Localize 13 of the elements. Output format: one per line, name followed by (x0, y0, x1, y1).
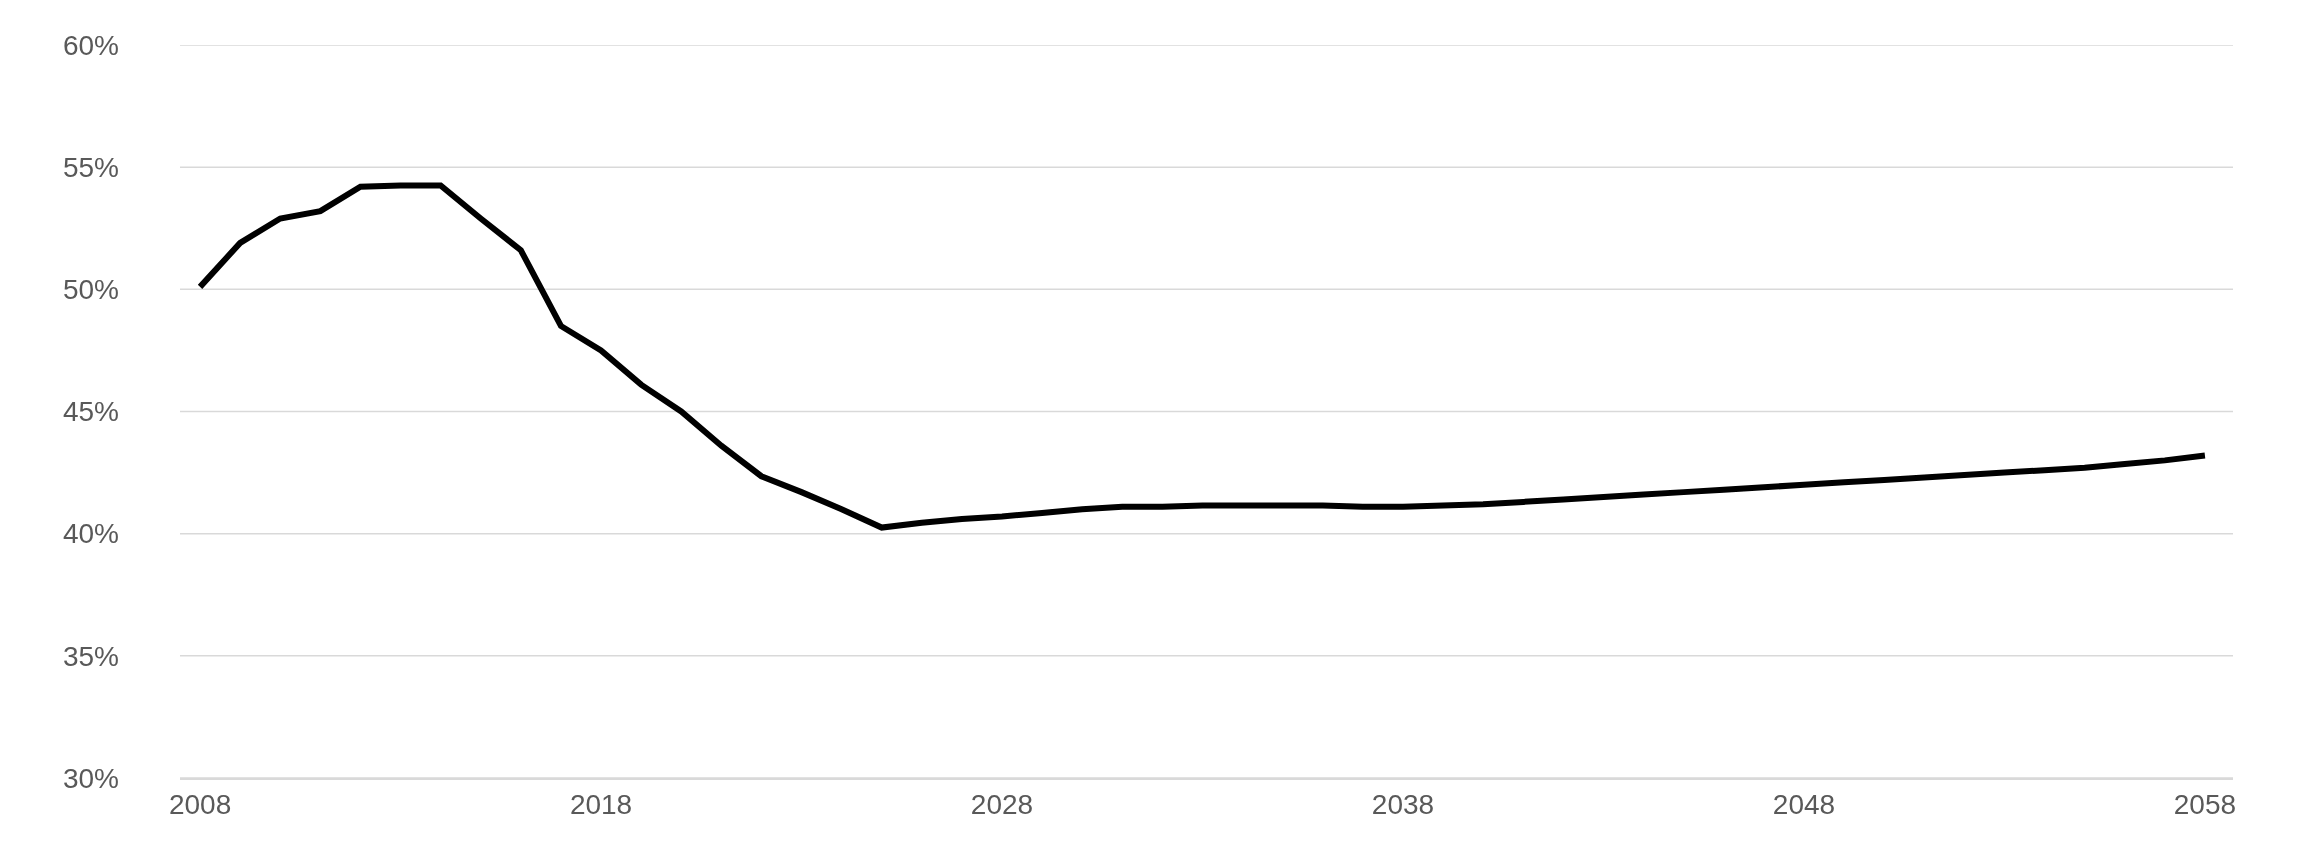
y-tick-label: 60% (62, 29, 119, 61)
y-tick-label: 50% (62, 274, 119, 306)
y-tick-label: 55% (62, 151, 119, 183)
x-tick-label: 2028 (970, 788, 1034, 820)
y-tick-label: 35% (62, 640, 119, 672)
y-tick-label: 40% (62, 518, 119, 550)
y-tick-label: 30% (62, 762, 119, 794)
x-tick-label: 2048 (1772, 788, 1836, 820)
x-tick-label: 2058 (2173, 788, 2237, 820)
y-tick-label: 45% (62, 396, 119, 428)
x-tick-label: 2018 (569, 788, 633, 820)
x-tick-label: 2008 (168, 788, 232, 820)
x-tick-label: 2038 (1371, 788, 1435, 820)
